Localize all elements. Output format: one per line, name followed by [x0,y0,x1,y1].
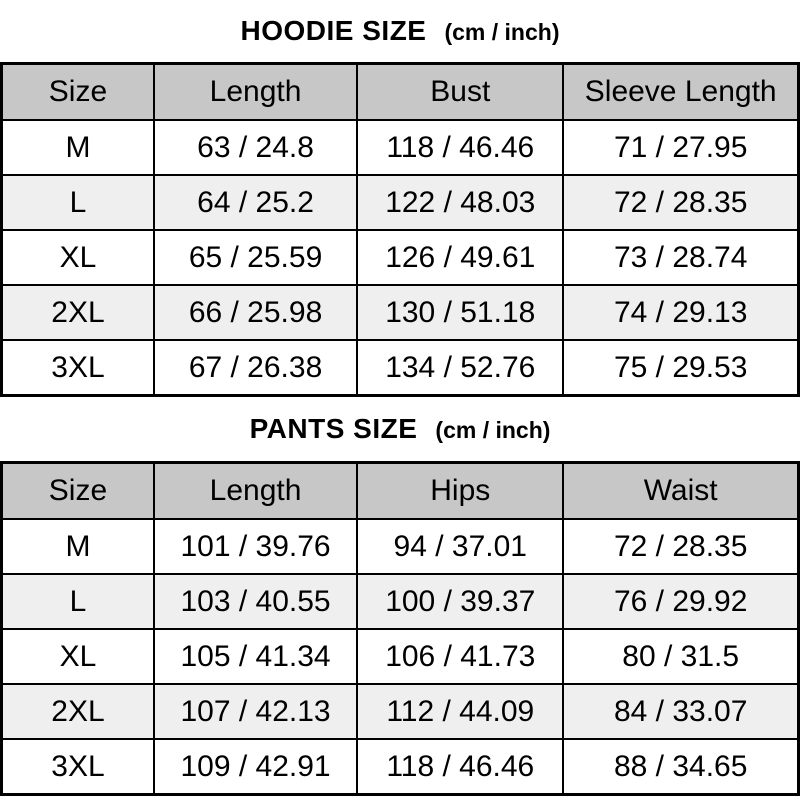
waist-cell: 88 / 34.65 [562,738,800,796]
size-cell: XL [0,229,155,286]
length-cell: 64 / 25.2 [152,174,359,231]
size-cell: L [0,174,155,231]
size-cell: M [0,119,155,176]
hips-cell: 94 / 37.01 [356,518,565,575]
hips-cell: 100 / 39.37 [356,573,565,630]
sleeve-length-cell: 75 / 29.53 [562,339,800,397]
length-cell: 109 / 42.91 [152,738,359,796]
sleeve-length-cell: 71 / 27.95 [562,119,800,176]
bust-cell: 130 / 51.18 [356,284,565,341]
size-cell: XL [0,628,155,685]
pants-title-unit: (cm / inch) [435,417,551,443]
bust-cell: 118 / 46.46 [356,119,565,176]
pants-size-title: PANTS SIZE (cm / inch) [0,397,800,461]
col-header-length: Length [152,461,359,520]
col-header-waist: Waist [562,461,800,520]
hoodie-title-unit: (cm / inch) [444,19,560,45]
waist-cell: 84 / 33.07 [562,683,800,740]
size-cell: M [0,518,155,575]
col-header-bust: Bust [356,62,565,121]
length-cell: 63 / 24.8 [152,119,359,176]
hoodie-title-text: HOODIE SIZE [240,15,427,46]
size-cell: 3XL [0,738,155,796]
size-cell: 3XL [0,339,155,397]
hoodie-header-row: Size Length Bust Sleeve Length [0,62,800,121]
table-row: L 64 / 25.2 122 / 48.03 72 / 28.35 [0,174,800,231]
length-cell: 103 / 40.55 [152,573,359,630]
size-cell: 2XL [0,683,155,740]
table-row: 2XL 66 / 25.98 130 / 51.18 74 / 29.13 [0,284,800,341]
length-cell: 107 / 42.13 [152,683,359,740]
length-cell: 66 / 25.98 [152,284,359,341]
hoodie-size-table: Size Length Bust Sleeve Length M 63 / 24… [0,62,800,397]
table-row: XL 105 / 41.34 106 / 41.73 80 / 31.5 [0,628,800,685]
size-cell: L [0,573,155,630]
sleeve-length-cell: 73 / 28.74 [562,229,800,286]
table-row: 2XL 107 / 42.13 112 / 44.09 84 / 33.07 [0,683,800,740]
sleeve-length-cell: 72 / 28.35 [562,174,800,231]
table-row: 3XL 67 / 26.38 134 / 52.76 75 / 29.53 [0,339,800,397]
pants-size-table: Size Length Hips Waist M 101 / 39.76 94 … [0,461,800,796]
col-header-length: Length [152,62,359,121]
bust-cell: 134 / 52.76 [356,339,565,397]
size-cell: 2XL [0,284,155,341]
hoodie-size-title: HOODIE SIZE (cm / inch) [0,0,800,62]
table-row: 3XL 109 / 42.91 118 / 46.46 88 / 34.65 [0,738,800,796]
length-cell: 105 / 41.34 [152,628,359,685]
waist-cell: 72 / 28.35 [562,518,800,575]
bust-cell: 126 / 49.61 [356,229,565,286]
length-cell: 65 / 25.59 [152,229,359,286]
hips-cell: 118 / 46.46 [356,738,565,796]
hips-cell: 106 / 41.73 [356,628,565,685]
pants-header-row: Size Length Hips Waist [0,461,800,520]
waist-cell: 80 / 31.5 [562,628,800,685]
col-header-size: Size [0,62,155,121]
hips-cell: 112 / 44.09 [356,683,565,740]
bust-cell: 122 / 48.03 [356,174,565,231]
pants-title-text: PANTS SIZE [249,413,418,444]
table-row: M 101 / 39.76 94 / 37.01 72 / 28.35 [0,518,800,575]
col-header-size: Size [0,461,155,520]
sleeve-length-cell: 74 / 29.13 [562,284,800,341]
length-cell: 101 / 39.76 [152,518,359,575]
table-row: L 103 / 40.55 100 / 39.37 76 / 29.92 [0,573,800,630]
table-row: XL 65 / 25.59 126 / 49.61 73 / 28.74 [0,229,800,286]
col-header-hips: Hips [356,461,565,520]
col-header-sleeve-length: Sleeve Length [562,62,800,121]
table-row: M 63 / 24.8 118 / 46.46 71 / 27.95 [0,119,800,176]
waist-cell: 76 / 29.92 [562,573,800,630]
length-cell: 67 / 26.38 [152,339,359,397]
